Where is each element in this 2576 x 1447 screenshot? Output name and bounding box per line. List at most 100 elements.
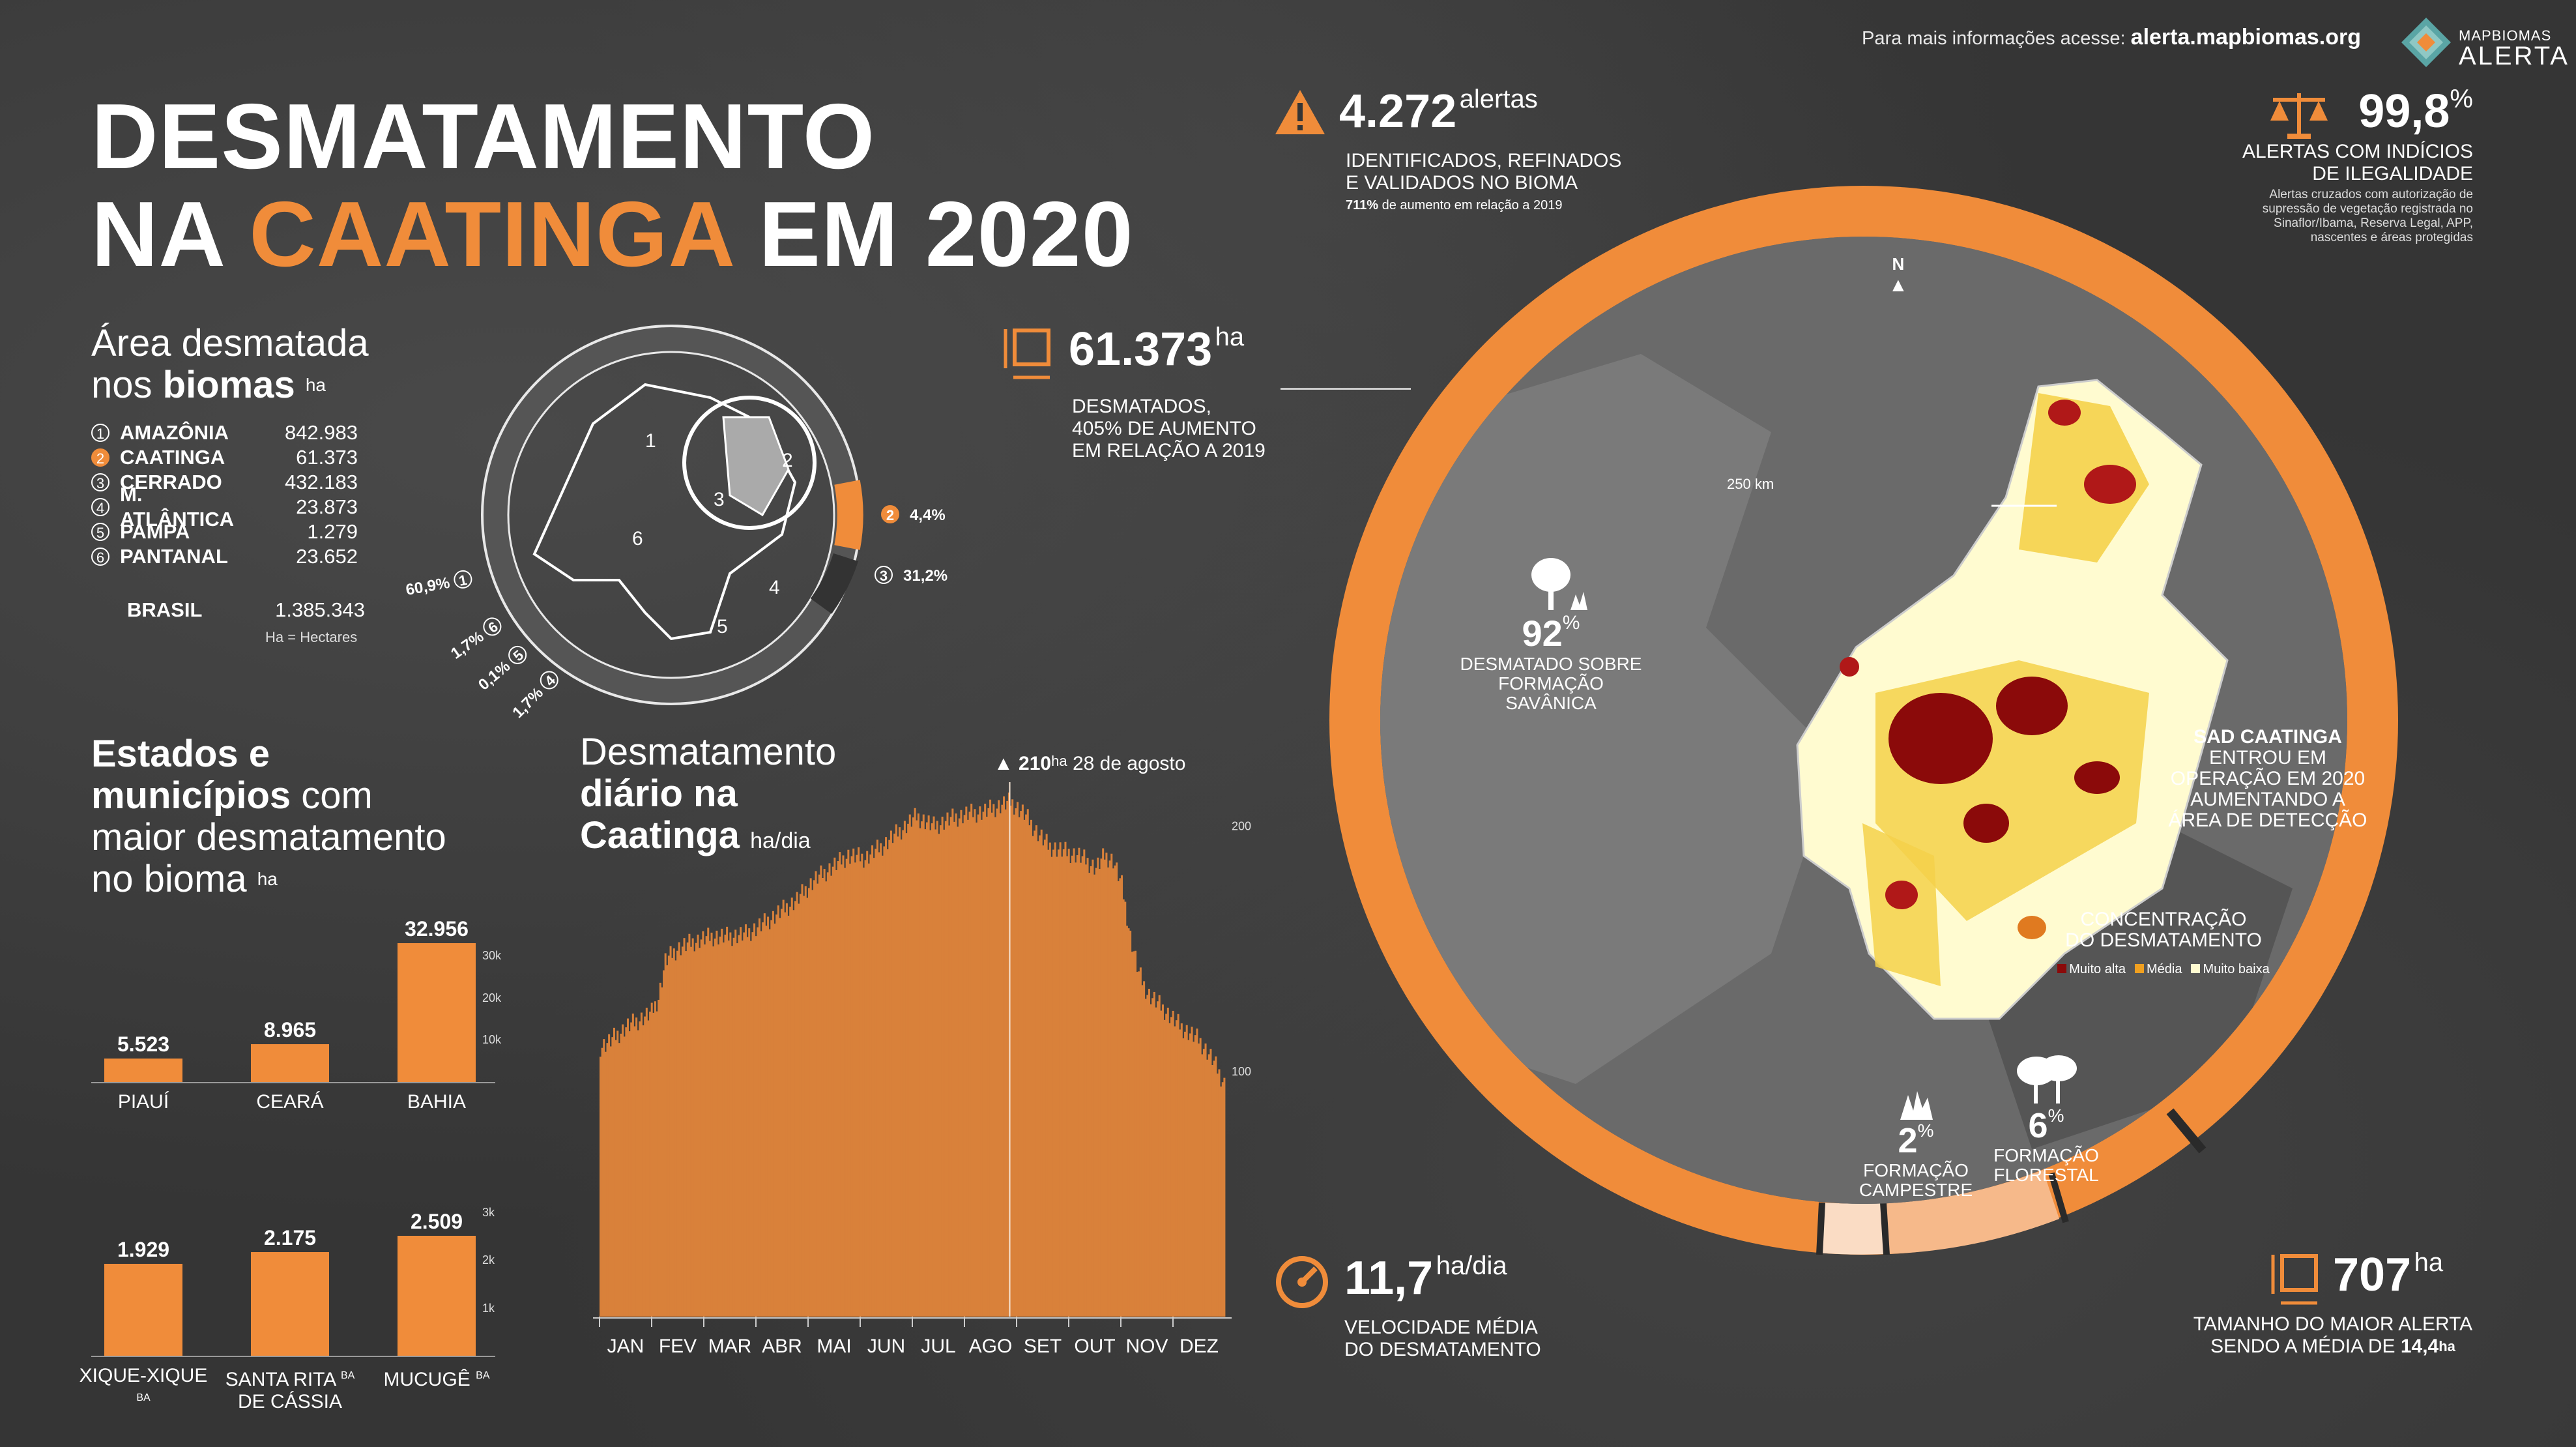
illegal-unit: % [2450,85,2473,113]
daily-bar [1166,1008,1169,1317]
daily-bar [1035,825,1037,1317]
florestal-pct-sign: % [2048,1105,2064,1126]
municipalities-chart: 1.929 XIQUE-XIQUE BA 2.175 SANTA RITA BA DE … [80,1186,508,1412]
bar-category: XIQUE-XIQUE BA [79,1365,208,1403]
daily-bar [890,830,892,1317]
savanna-pct-sign: % [1562,612,1580,634]
page-title: DESMATAMENTO NA CAATINGA EM 2020 [91,88,1134,284]
daily-bar [1127,928,1130,1317]
daily-bar [1076,855,1078,1317]
daily-bar [654,1001,656,1317]
daily-bar [1011,799,1014,1317]
daily-bar [719,936,721,1317]
daily-bar [893,833,896,1317]
speedometer-icon [1276,1256,1328,1308]
bar-category: MUCUGÊ BA [383,1369,490,1390]
daily-bar [732,937,735,1317]
area-icon-2 [2271,1254,2318,1305]
daily-bar [1114,865,1116,1317]
daily-bar [1191,1027,1193,1317]
daily-bar [803,896,805,1317]
daily-title-caatinga: Caatinga [580,814,740,856]
daily-bar [1199,1038,1202,1317]
daily-bar [941,816,944,1317]
daily-bar [1050,856,1053,1317]
bar-1 [251,1251,329,1356]
daily-bar [924,829,927,1317]
max-value: 707 [2333,1249,2412,1301]
alerts-note-b: 711% [1346,198,1379,212]
daily-bar [1136,972,1138,1317]
max-unit: ha [2414,1248,2444,1277]
daily-bar [609,1046,612,1317]
states-title-1: Estados e [91,733,270,775]
daily-bar [768,929,771,1317]
conc-line-1: CONCENTRAÇÃO [2080,909,2247,930]
daily-bar [1216,1074,1219,1317]
bar-0 [104,1263,182,1356]
daily-bar [949,817,952,1317]
daily-bar [775,914,778,1317]
daily-bar [833,857,836,1317]
daily-bar [1165,1014,1168,1317]
daily-bar [630,1022,633,1317]
logo-icon [2401,18,2451,67]
biome-number: 4 [91,498,109,516]
title-line-2: NA CAATINGA EM 2020 [91,186,1134,284]
daily-bar [933,816,935,1317]
daily-bar [645,1008,648,1317]
bar-label: 5.523 [117,1032,170,1057]
daily-bar [854,862,856,1317]
area-line-3: EM RELAÇÃO A 2019 [1072,440,1266,461]
daily-bar [891,843,894,1317]
daily-bar [914,808,916,1317]
daily-bar [844,868,847,1317]
daily-bar [886,849,889,1317]
daily-bar [1001,804,1004,1317]
daily-bar [821,877,824,1317]
daily-bar [1045,834,1048,1317]
daily-bar [832,866,834,1317]
daily-bar [1187,1040,1190,1317]
month-label: JAN [607,1336,644,1357]
daily-bar [1131,952,1133,1317]
daily-bar [1083,849,1086,1317]
bar-label: 2.175 [263,1225,317,1250]
map-num-2: 2 [782,450,793,471]
daily-bar [934,829,937,1317]
daily-bar [741,940,744,1317]
daily-bar [760,931,762,1317]
daily-bar [1119,878,1122,1317]
speed-unit: ha/dia [1436,1251,1507,1280]
daily-bar [661,987,663,1317]
daily-bar [704,944,706,1317]
daily-bar [762,922,764,1317]
daily-bar [908,814,911,1317]
daily-bar [1049,842,1051,1317]
area-leader-line [1281,388,1411,390]
daily-bar [628,1031,631,1317]
daily-bar [1086,858,1089,1317]
hotspot-4 [1963,804,2009,843]
daily-bar [796,892,798,1317]
daily-bar [691,938,694,1317]
info-text: Para mais informações acesse: [1862,28,2126,49]
daily-bar [633,1026,636,1317]
daily-bar [749,941,752,1317]
daily-bar [785,903,788,1317]
daily-bar [1161,1004,1164,1317]
info-link[interactable]: alerta.mapbiomas.org [2130,25,2361,50]
daily-bar [1121,875,1123,1317]
daily-bar [787,915,790,1317]
biomes-title-1: Área desmatada [91,322,369,364]
daily-bar [850,856,853,1317]
bar-category: SANTA RITA BA DE CÁSSIA [225,1369,355,1412]
daily-bar [625,1027,628,1317]
daily-bar [1117,881,1120,1317]
bar-1 [251,1044,329,1082]
daily-bar [1206,1059,1209,1317]
daily-bar [809,878,812,1317]
daily-bar [724,934,727,1317]
daily-bar [939,825,942,1317]
month-label: ABR [762,1336,802,1357]
